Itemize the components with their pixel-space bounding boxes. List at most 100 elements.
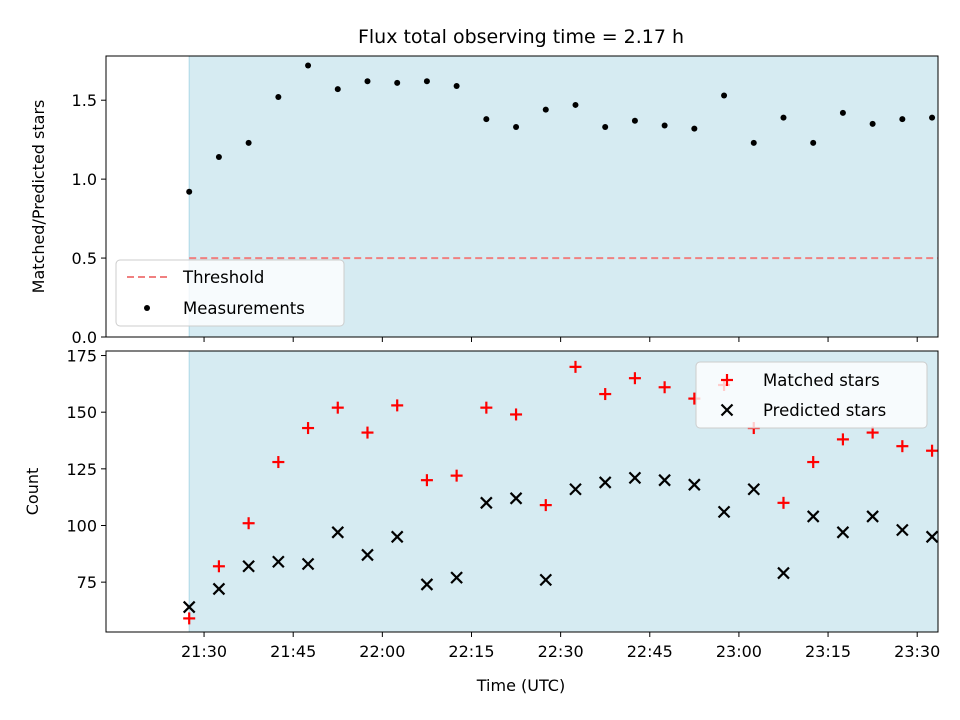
bottom-y-axis-label: Count	[23, 468, 42, 516]
x-tick-label: 23:30	[894, 642, 940, 661]
legend-matched-swatch	[721, 374, 733, 386]
predicted-point	[390, 530, 404, 544]
matched-point	[420, 474, 433, 487]
measurement-point	[780, 114, 787, 121]
x-tick-label: 22:45	[627, 642, 673, 661]
measurement-point	[513, 124, 520, 131]
measurement-point	[869, 120, 876, 127]
matched-point	[450, 469, 463, 482]
measurement-point	[542, 106, 549, 113]
matched-point	[599, 388, 612, 401]
measurement-point	[661, 122, 668, 129]
x-tick-label: 23:15	[805, 642, 851, 661]
predicted-point	[688, 478, 701, 491]
top-y-tick-label: 0.5	[72, 249, 97, 268]
bottom-y-tick-label: 175	[66, 347, 97, 366]
measurement-point	[305, 62, 312, 69]
predicted-point-b	[390, 530, 404, 544]
matched-point	[302, 422, 315, 435]
predicted-point-b	[509, 492, 523, 505]
bottom-y-tick-label: 125	[66, 460, 97, 479]
predicted-point	[301, 557, 315, 571]
legend-measurements-swatch	[144, 305, 150, 311]
x-tick-label: 22:30	[538, 642, 584, 661]
predicted-point-b	[598, 476, 612, 489]
predicted-point-b	[777, 566, 790, 580]
predicted-point	[717, 505, 731, 519]
predicted-point-b	[866, 510, 879, 523]
predicted-point	[866, 510, 879, 523]
legend-threshold-label: Threshold	[182, 268, 264, 287]
measurement-point	[631, 117, 638, 124]
legend-measurements-label: Measurements	[183, 299, 305, 318]
measurement-point	[572, 101, 579, 108]
matched-point	[183, 612, 196, 625]
predicted-point-b	[717, 505, 731, 519]
predicted-point	[777, 566, 790, 580]
measurement-point	[602, 124, 609, 131]
predicted-point	[747, 482, 761, 496]
predicted-point-b	[896, 523, 909, 537]
measurement-point	[721, 92, 728, 99]
matched-point	[807, 456, 820, 469]
measurement-point	[899, 116, 906, 123]
measurement-point	[839, 109, 846, 116]
predicted-point	[836, 526, 850, 539]
matched-point	[866, 426, 879, 439]
x-tick-label: 23:00	[716, 642, 762, 661]
measurement-point	[394, 79, 401, 86]
predicted-point-b	[361, 548, 374, 562]
bottom-y-tick-label: 150	[66, 403, 97, 422]
measurement-point	[929, 114, 936, 121]
legend-predicted-swatch-b	[720, 403, 734, 417]
matched-point	[777, 496, 790, 509]
bottom-legend: Matched stars Predicted stars	[695, 361, 928, 429]
x-tick-label: 21:45	[270, 642, 316, 661]
predicted-point	[212, 582, 226, 596]
legend-matched-label: Matched stars	[763, 371, 880, 390]
predicted-point	[420, 578, 434, 591]
measurement-point	[750, 139, 757, 146]
measurement-point	[245, 139, 252, 146]
predicted-point-b	[182, 600, 196, 614]
matched-point	[331, 401, 344, 414]
predicted-point-b	[420, 578, 434, 591]
x-tick-label: 21:30	[181, 642, 227, 661]
top-y-tick-label: 1.5	[72, 91, 97, 110]
measurement-point	[453, 82, 460, 89]
predicted-point-b	[480, 496, 493, 510]
matched-point	[926, 444, 939, 457]
predicted-point	[272, 555, 285, 569]
predicted-point	[450, 571, 463, 584]
measurement-point	[483, 116, 490, 123]
predicted-point-b	[212, 582, 226, 596]
chart-title: Flux total observing time = 2.17 h	[358, 26, 684, 48]
matched-point	[242, 517, 255, 530]
matched-point	[480, 401, 493, 414]
bottom-panel: 75 100 125 150 175 Count 21:30 21:45 22:00 22:15 2…	[23, 347, 940, 661]
predicted-point-b	[301, 557, 315, 571]
bottom-axes-frame	[105, 350, 939, 633]
predicted-point	[896, 523, 909, 537]
top-legend: Threshold Measurements	[115, 259, 345, 327]
matched-point	[628, 372, 641, 385]
predicted-point	[182, 600, 196, 614]
predicted-point-b	[272, 555, 285, 569]
predicted-point	[806, 510, 820, 523]
top-y-axis-label: Matched/Predicted stars	[29, 100, 48, 294]
predicted-point-b	[628, 471, 642, 485]
predicted-point	[658, 473, 671, 487]
predicted-point	[361, 548, 374, 562]
measurement-point	[423, 78, 430, 85]
matched-point	[658, 381, 671, 394]
predicted-point	[480, 496, 493, 510]
matched-point	[836, 433, 849, 446]
x-tick-label: 22:15	[448, 642, 494, 661]
bottom-legend-box	[695, 361, 928, 429]
predicted-point	[569, 482, 582, 496]
matched-point	[510, 408, 523, 421]
predicted-point	[242, 560, 255, 573]
bottom-y-tick-label: 100	[66, 516, 97, 535]
predicted-point	[628, 471, 642, 485]
top-panel: 0.0 0.5 1.0 1.5 Matched/Predicted stars Thres…	[29, 55, 939, 347]
